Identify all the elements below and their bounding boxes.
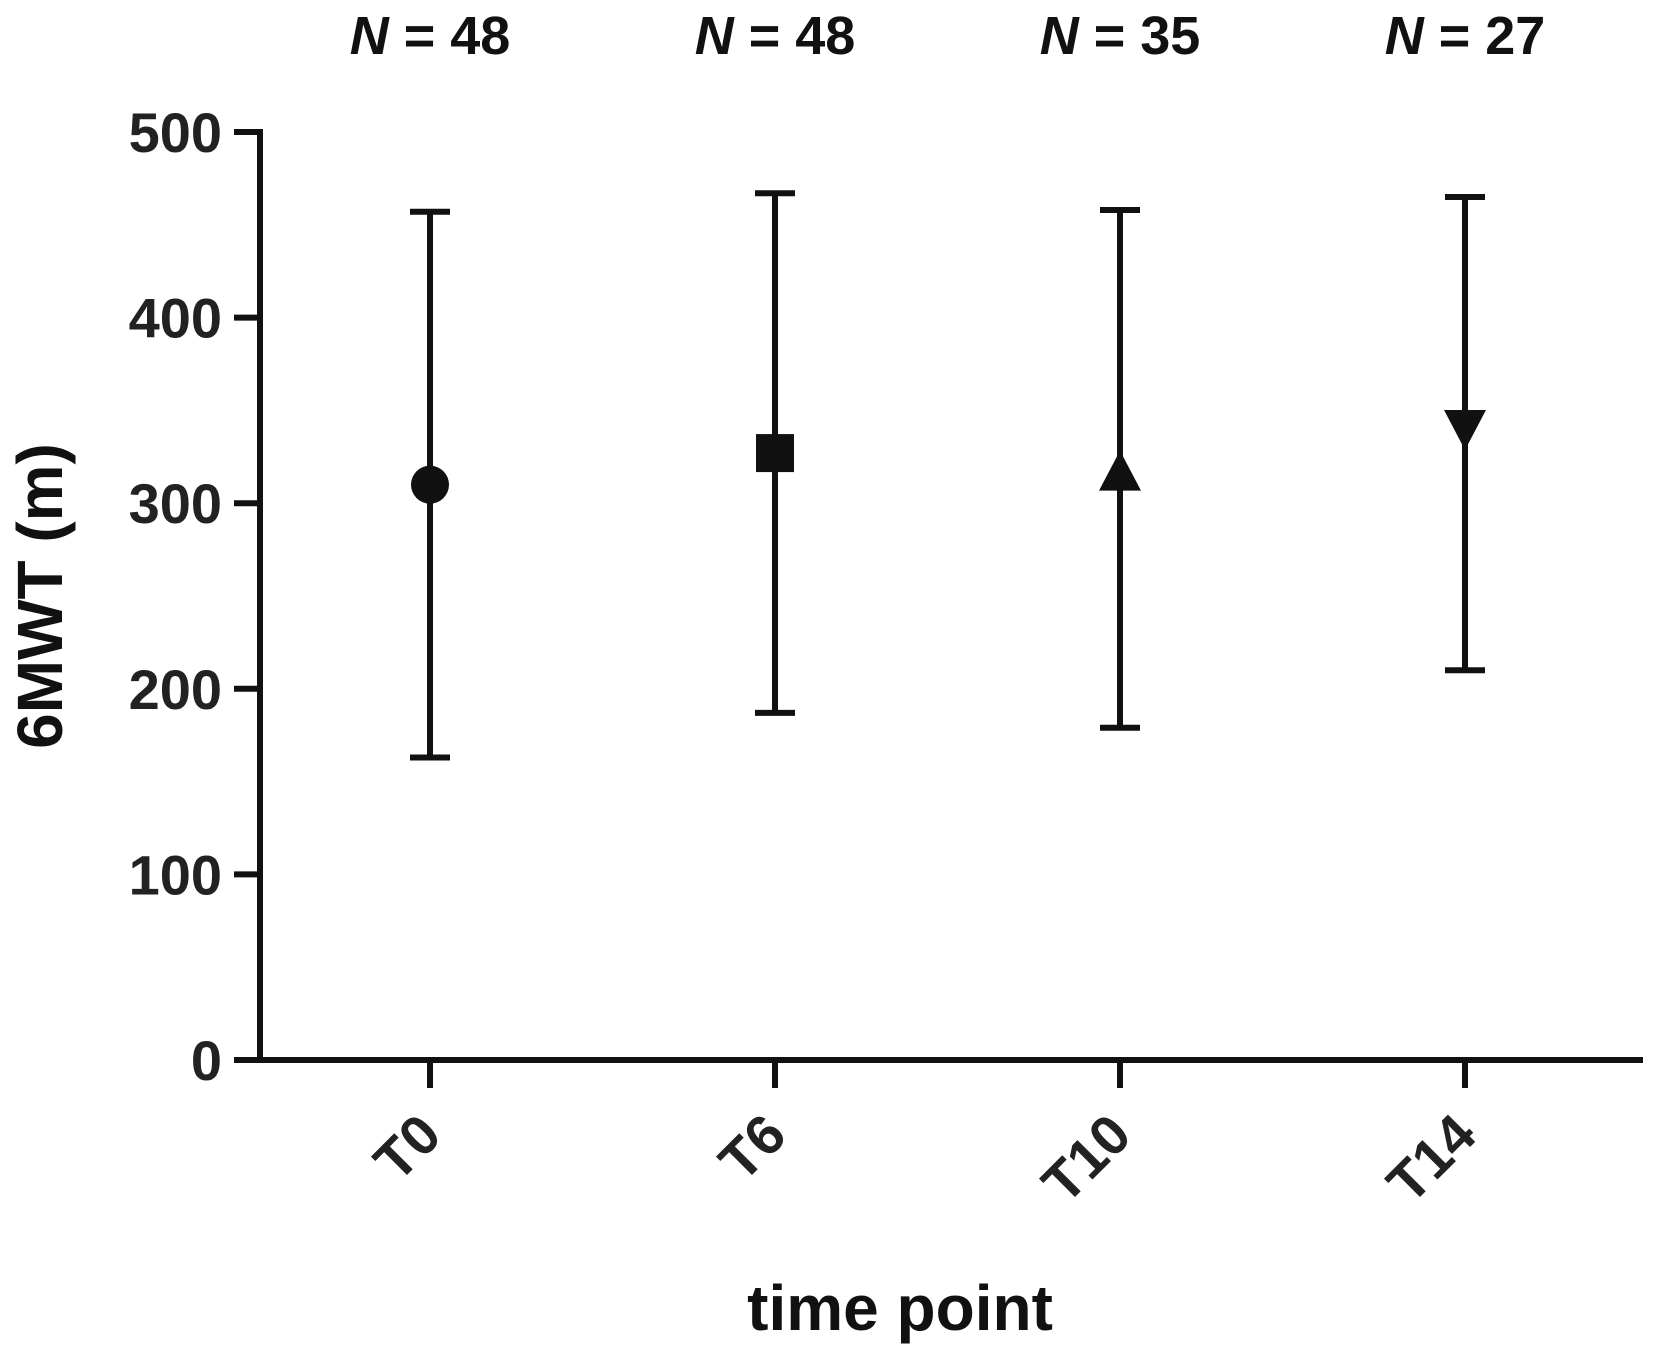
group-size-labels: N = 48 N = 48 N = 35 N = 27 <box>350 6 1546 66</box>
x-tick-label: T10 <box>1030 1102 1143 1215</box>
x-tick-label: T14 <box>1375 1102 1488 1215</box>
data-series <box>410 190 1486 761</box>
y-tick-label: 200 <box>129 658 222 721</box>
x-axis-title: time point <box>747 1272 1053 1344</box>
data-point-triangle-up <box>1099 450 1141 491</box>
data-point-group <box>755 190 795 716</box>
y-tick-label: 0 <box>191 1029 222 1092</box>
y-axis: 0 100 200 300 400 500 <box>129 101 263 1092</box>
group-size-label: N = 27 <box>1385 6 1546 66</box>
data-point-group <box>1099 206 1141 731</box>
group-size-label: N = 48 <box>695 6 856 66</box>
data-point-group <box>410 208 450 761</box>
x-tick-label: T6 <box>707 1102 798 1193</box>
x-axis: T0 T6 T10 T14 <box>257 1057 1643 1215</box>
y-tick-label: 400 <box>129 287 222 350</box>
data-point-circle <box>411 465 449 504</box>
x-tick-label: T0 <box>362 1102 453 1193</box>
data-point-square <box>756 434 794 473</box>
group-size-label: N = 48 <box>350 6 511 66</box>
y-tick-label: 300 <box>129 472 222 535</box>
data-point-triangle-down <box>1444 409 1486 450</box>
y-tick-label: 100 <box>129 843 222 906</box>
group-size-label: N = 35 <box>1040 6 1201 66</box>
y-tick-label: 500 <box>129 101 222 164</box>
y-axis-title: 6MWT (m) <box>4 443 76 749</box>
data-point-group <box>1444 193 1486 674</box>
